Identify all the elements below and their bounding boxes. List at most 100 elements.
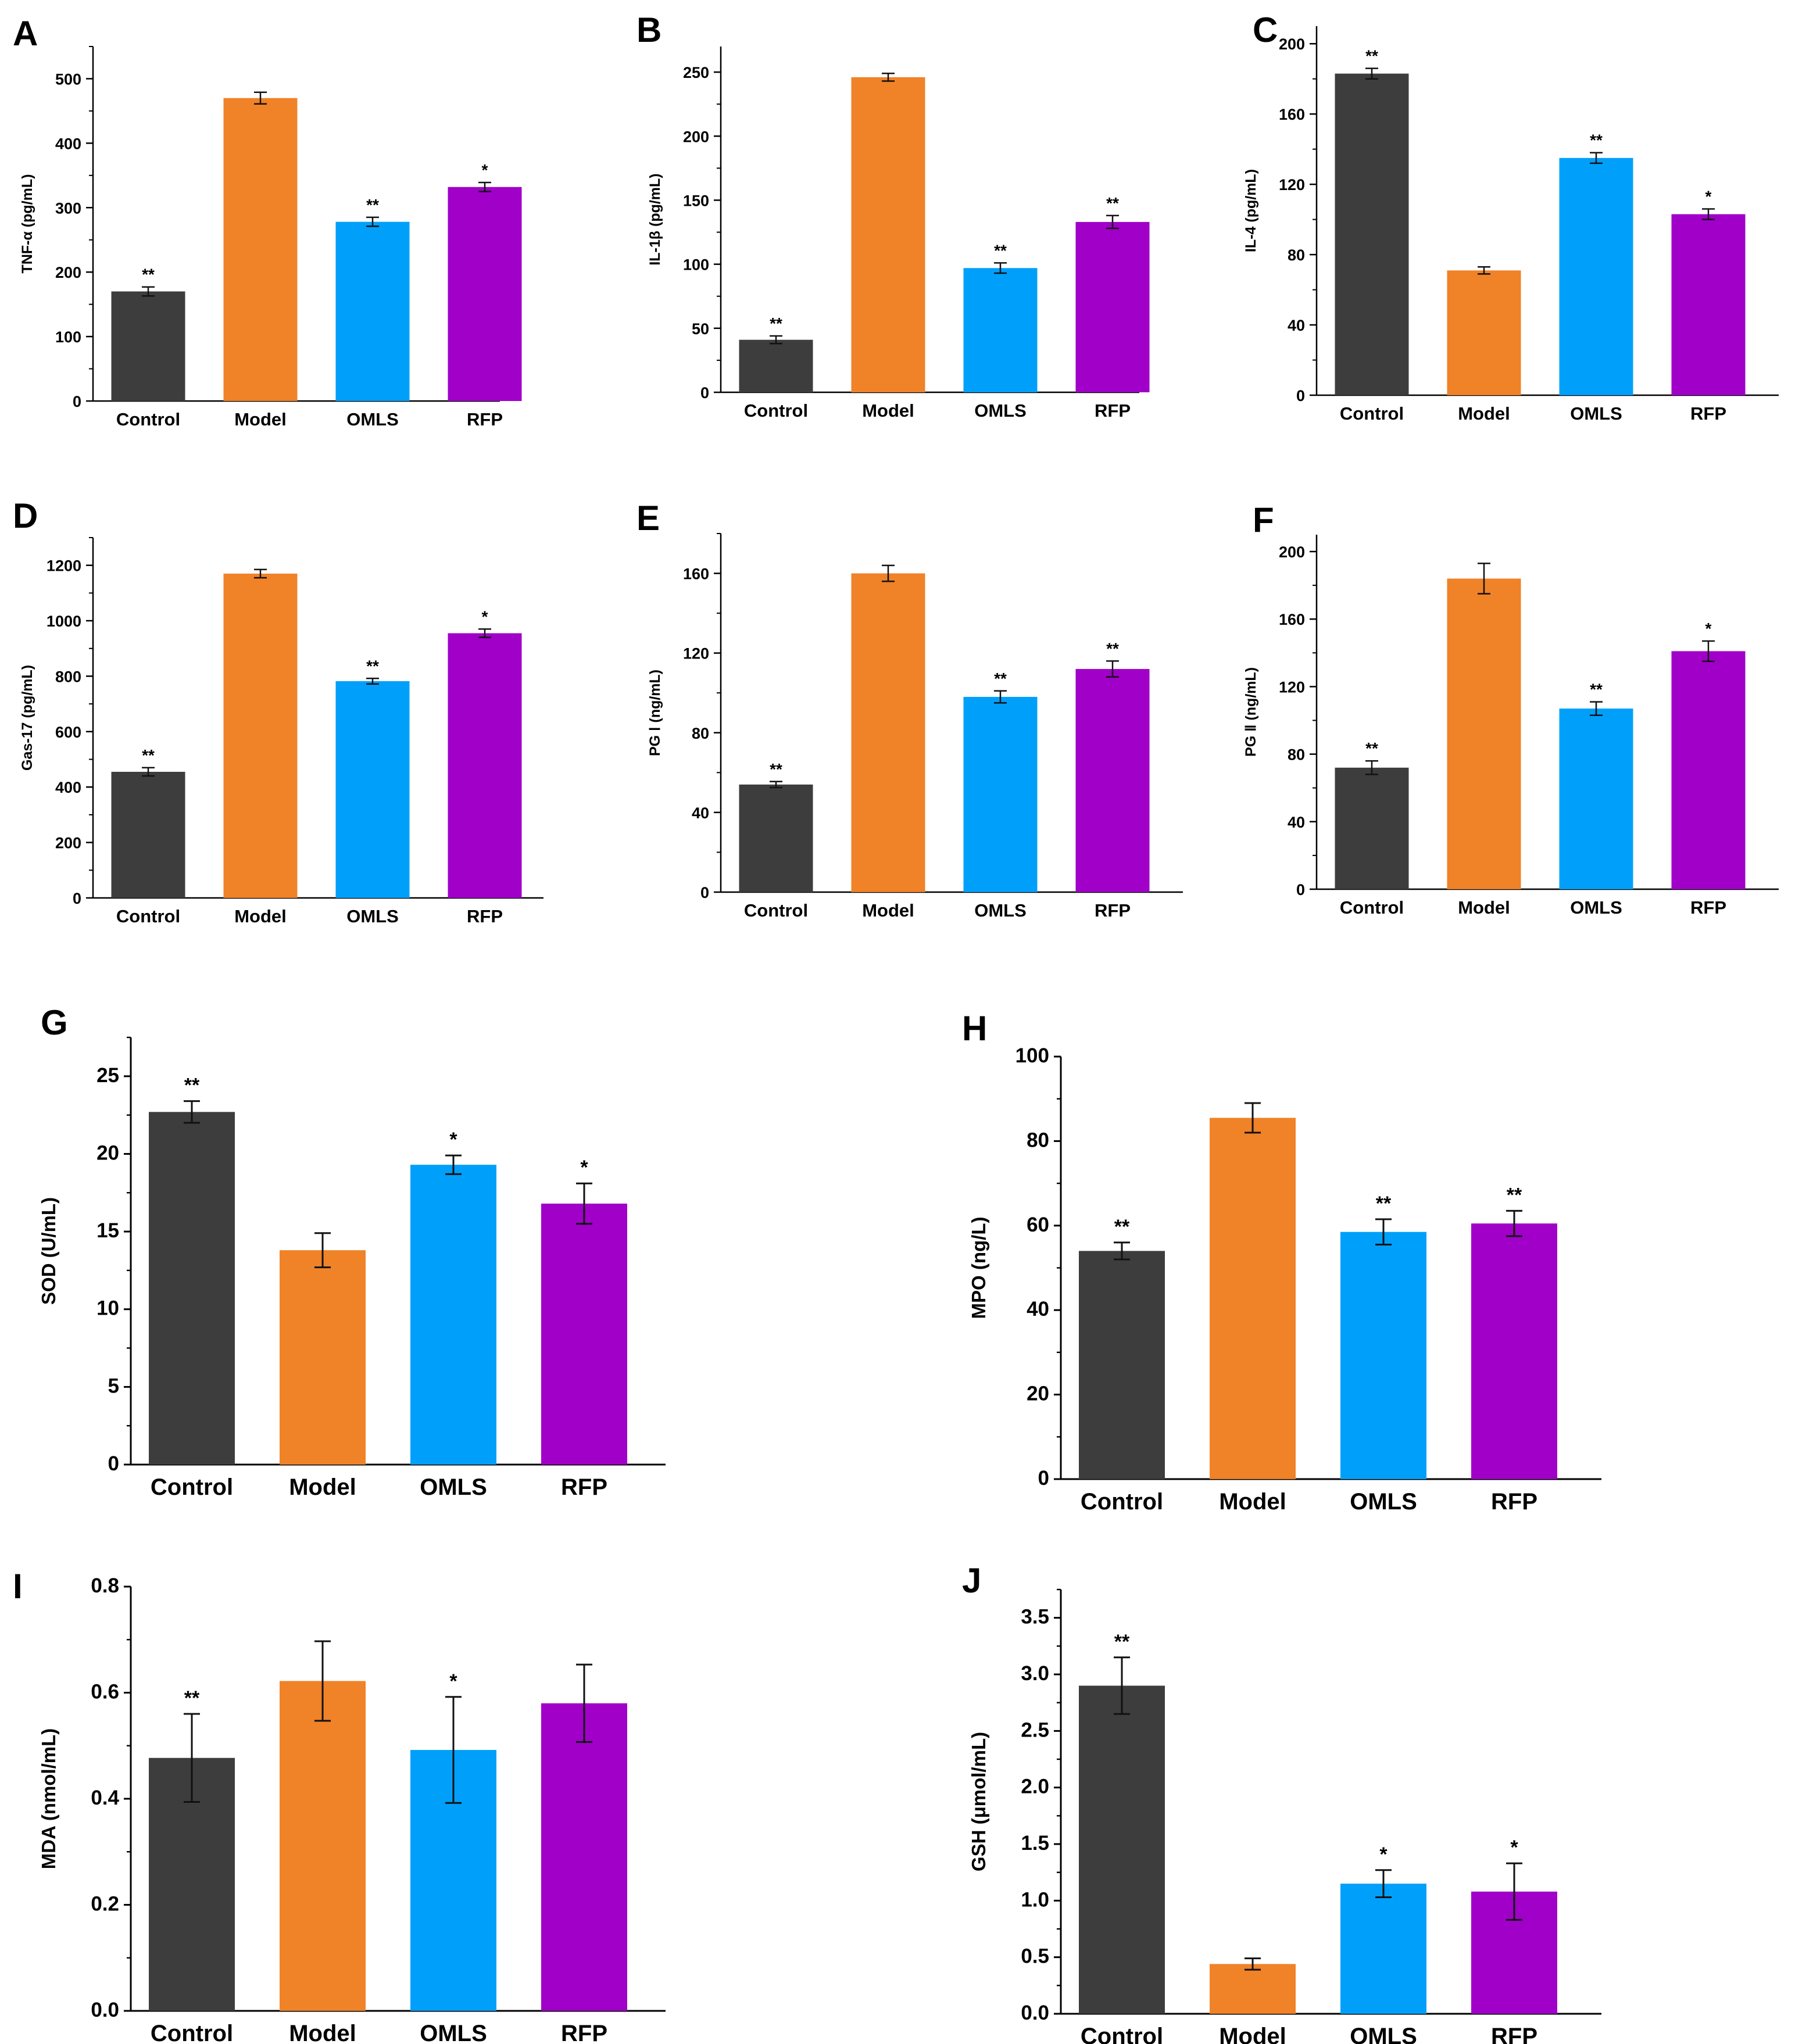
bar-control xyxy=(111,291,185,401)
panel-c: C 0 40 80 120 160 200 IL-4 (pg/mL) ** Control Mode… xyxy=(1243,10,1779,424)
x-tick-label: OMLS xyxy=(346,906,399,926)
y-tick-label: 0 xyxy=(1296,881,1305,898)
y-tick-label: 25 xyxy=(96,1064,119,1087)
x-tick-label: RFP xyxy=(1491,2024,1537,2044)
panel-letter: E xyxy=(636,499,660,538)
significance-mark: * xyxy=(449,1129,457,1151)
y-tick-label: 150 xyxy=(683,192,709,209)
significance-mark: ** xyxy=(770,314,782,332)
bar-control xyxy=(149,1112,235,1465)
bar-omls xyxy=(1559,708,1633,889)
y-tick-label: 250 xyxy=(683,64,709,81)
y-tick-label: 1200 xyxy=(47,557,81,575)
y-tick-label: 60 xyxy=(1027,1213,1049,1236)
y-tick-label: 80 xyxy=(1027,1129,1049,1151)
bar-control xyxy=(111,772,185,898)
bar-omls xyxy=(335,221,410,401)
x-tick-label: Control xyxy=(1340,897,1404,918)
bar-model xyxy=(851,77,925,392)
x-tick-label: OMLS xyxy=(346,409,399,429)
y-axis-label: TNF-α (pg/mL) xyxy=(19,174,35,274)
x-tick-label: RFP xyxy=(1690,897,1726,918)
y-tick-label: 1000 xyxy=(47,613,81,630)
y-tick-label: 2.5 xyxy=(1021,1719,1049,1741)
significance-mark: ** xyxy=(366,657,379,675)
y-tick-label: 100 xyxy=(1015,1044,1049,1067)
significance-mark: ** xyxy=(994,670,1007,688)
bar-omls xyxy=(963,268,1038,392)
x-tick-label: OMLS xyxy=(1570,897,1622,918)
y-tick-label: 400 xyxy=(55,135,81,152)
bar-control xyxy=(1079,1685,1165,2014)
x-tick-label: RFP xyxy=(1095,400,1131,421)
significance-mark: * xyxy=(1379,1843,1388,1866)
y-tick-label: 3.0 xyxy=(1021,1662,1049,1685)
y-axis-label: MPO (ng/L) xyxy=(968,1217,989,1319)
y-tick-label: 100 xyxy=(683,256,709,274)
panel-letter: C xyxy=(1253,10,1278,49)
significance-mark: ** xyxy=(1507,1184,1522,1206)
bar-rfp xyxy=(541,1203,627,1465)
bar-model xyxy=(280,1681,366,2011)
y-tick-label: 20 xyxy=(1027,1383,1049,1405)
y-axis-label: Gas-17 (pg/mL) xyxy=(19,665,35,771)
bar-control xyxy=(739,339,813,392)
bar-rfp xyxy=(1671,651,1746,889)
significance-mark: ** xyxy=(1590,131,1603,149)
x-tick-label: OMLS xyxy=(974,900,1027,921)
bar-control xyxy=(1079,1251,1165,1479)
significance-mark: * xyxy=(482,161,488,179)
significance-mark: * xyxy=(1510,1837,1518,1859)
significance-mark: ** xyxy=(142,746,155,764)
x-tick-label: Control xyxy=(151,1474,233,1500)
y-tick-label: 0.2 xyxy=(91,1893,119,1916)
bar-rfp xyxy=(1671,214,1746,395)
x-tick-label: OMLS xyxy=(1350,2024,1417,2044)
significance-mark: ** xyxy=(184,1075,200,1097)
x-tick-label: OMLS xyxy=(974,400,1027,421)
x-tick-label: Model xyxy=(1219,1489,1286,1515)
y-tick-label: 800 xyxy=(55,668,81,685)
significance-mark: ** xyxy=(1114,1216,1130,1238)
significance-mark: ** xyxy=(1114,1631,1130,1653)
y-axis-label: IL-4 (pg/mL) xyxy=(1243,169,1259,252)
significance-mark: ** xyxy=(366,196,379,214)
x-tick-label: Model xyxy=(862,900,914,921)
panel-f: F 0 40 80 120 160 200 PG Ⅱ (ng/mL) ** Control Mode… xyxy=(1243,500,1779,918)
y-tick-label: 160 xyxy=(1279,106,1305,123)
panel-h: H 0 20 40 60 80 100 MPO (ng/L) ** Control Model ** O… xyxy=(962,1009,1601,1515)
y-tick-label: 20 xyxy=(96,1141,119,1164)
bar-omls xyxy=(410,1165,496,1465)
panel-d: D 0 200 400 600 800 1000 1200 Gas-17 (pg/mL) ** Co… xyxy=(13,496,543,926)
x-tick-label: Control xyxy=(744,400,808,421)
bar-model xyxy=(1210,1964,1296,2014)
significance-mark: ** xyxy=(994,241,1007,259)
significance-mark: ** xyxy=(1376,1193,1392,1215)
y-tick-label: 0.5 xyxy=(1021,1945,1049,1968)
y-tick-label: 0 xyxy=(108,1452,119,1475)
x-tick-label: Model xyxy=(234,409,287,429)
bar-model xyxy=(280,1250,366,1465)
bar-rfp xyxy=(1075,669,1150,892)
significance-mark: ** xyxy=(1590,681,1603,699)
x-tick-label: RFP xyxy=(1491,1489,1537,1515)
significance-mark: * xyxy=(449,1670,457,1692)
significance-mark: ** xyxy=(142,266,155,284)
bar-omls xyxy=(963,697,1038,892)
panel-letter: D xyxy=(13,496,38,535)
x-tick-label: Model xyxy=(1219,2024,1286,2044)
y-tick-label: 80 xyxy=(692,725,709,742)
y-axis-label: MDA (nmol/mL) xyxy=(38,1728,59,1870)
bar-model xyxy=(223,574,298,898)
significance-mark: ** xyxy=(770,760,782,778)
panel-letter: A xyxy=(13,14,38,53)
y-tick-label: 500 xyxy=(55,70,81,88)
y-tick-label: 600 xyxy=(55,724,81,741)
y-tick-label: 0 xyxy=(1296,387,1305,404)
panel-letter: J xyxy=(962,1561,981,1600)
y-tick-label: 200 xyxy=(55,835,81,852)
panel-i: I 0.0 0.2 0.4 0.6 0.8 MDA (nmol/mL) ** Control Mo… xyxy=(13,1567,666,2044)
y-tick-label: 200 xyxy=(1279,35,1305,53)
bar-omls xyxy=(1340,1884,1426,2014)
